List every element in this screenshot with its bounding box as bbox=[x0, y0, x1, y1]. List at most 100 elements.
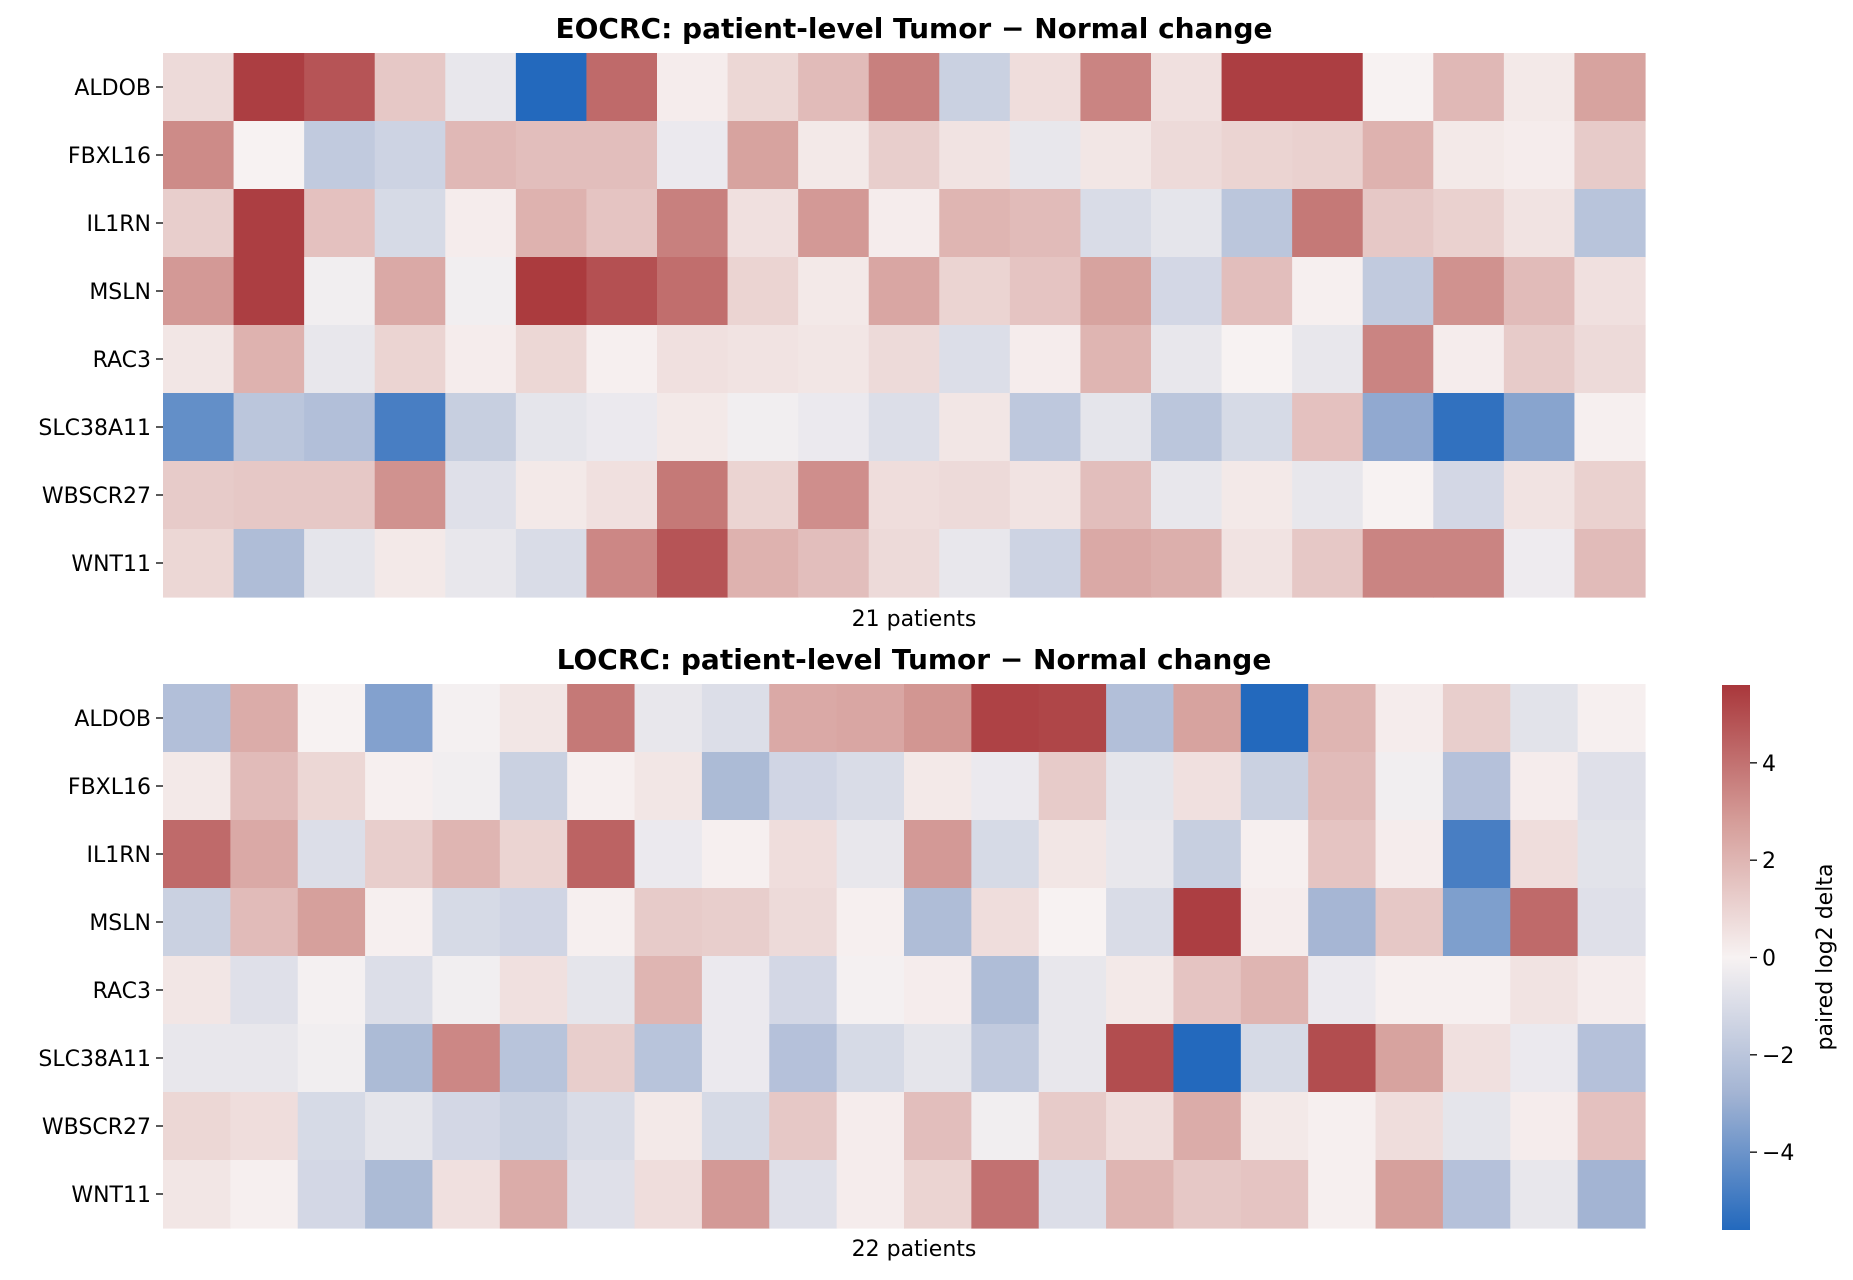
heatmap-cell bbox=[1292, 53, 1364, 122]
heatmap-cell bbox=[1240, 956, 1309, 1025]
heatmap-cell bbox=[634, 888, 703, 957]
heatmap-cell bbox=[1106, 752, 1175, 821]
heatmap-cell bbox=[499, 1160, 568, 1229]
heatmap-cell bbox=[1151, 461, 1223, 530]
colorbar-tick-label: 4 bbox=[1762, 752, 1776, 777]
heatmap-cell bbox=[634, 956, 703, 1025]
heatmap-cell bbox=[904, 820, 972, 889]
gene-label: FBXL16 bbox=[68, 775, 151, 800]
heatmap-cell bbox=[1308, 752, 1377, 821]
heatmap-cell bbox=[515, 529, 588, 598]
heatmap-cell bbox=[1173, 1160, 1242, 1229]
heatmap-cell bbox=[233, 189, 305, 258]
heatmap-cell bbox=[499, 1092, 568, 1161]
gene-label: WNT11 bbox=[71, 552, 151, 577]
heatmap-cell bbox=[1362, 189, 1434, 258]
heatmap-cell bbox=[1574, 257, 1646, 326]
gene-label: ALDOB bbox=[74, 76, 151, 101]
heatmap-cell bbox=[1503, 325, 1576, 394]
heatmap-cell bbox=[445, 393, 517, 462]
heatmap-cell bbox=[233, 121, 305, 190]
heatmap-cell bbox=[365, 1092, 434, 1161]
heatmap-cell bbox=[1308, 684, 1377, 753]
gene-label: ALDOB bbox=[74, 707, 151, 732]
heatmap-cell bbox=[1442, 1024, 1511, 1093]
heatmap-cell bbox=[1080, 189, 1152, 258]
heatmap-cell bbox=[701, 684, 770, 753]
heatmap-cell bbox=[432, 888, 501, 957]
heatmap-cell bbox=[1574, 393, 1646, 462]
heatmap-cell bbox=[1080, 257, 1152, 326]
heatmap-cell bbox=[163, 752, 231, 821]
heatmap-cell bbox=[836, 684, 905, 753]
heatmap-cell bbox=[727, 257, 799, 326]
heatmap-cell bbox=[971, 820, 1040, 889]
heatmap-cell bbox=[1308, 820, 1377, 889]
gene-label: SLC38A11 bbox=[38, 416, 151, 441]
heatmap-cell bbox=[297, 820, 366, 889]
heatmap-cell bbox=[1433, 461, 1505, 530]
eocrc-x-axis-label: 21 patients bbox=[852, 607, 977, 632]
heatmap-cell bbox=[904, 1160, 972, 1229]
heatmap-cell bbox=[904, 684, 972, 753]
heatmap-cell bbox=[904, 752, 972, 821]
heatmap-cell bbox=[304, 189, 376, 258]
heatmap-cell bbox=[304, 325, 376, 394]
heatmap-cell bbox=[727, 325, 799, 394]
heatmap-cell bbox=[1151, 529, 1223, 598]
heatmap-cell bbox=[1442, 684, 1511, 753]
heatmap-cell bbox=[971, 956, 1040, 1025]
heatmap-cell bbox=[567, 684, 636, 753]
gene-label: WNT11 bbox=[71, 1183, 151, 1208]
heatmap-cell bbox=[798, 325, 870, 394]
heatmap-cell bbox=[432, 1092, 501, 1161]
heatmap-cell bbox=[701, 1160, 770, 1229]
heatmap-cell bbox=[1038, 888, 1107, 957]
heatmap-cell bbox=[499, 1024, 568, 1093]
heatmap-cell bbox=[634, 752, 703, 821]
locrc-panel: LOCRC: patient-level Tumor − Normal chan… bbox=[38, 643, 1646, 1262]
gene-label: FBXL16 bbox=[68, 144, 151, 169]
heatmap-cell bbox=[163, 1024, 231, 1093]
heatmap-cell bbox=[1362, 393, 1434, 462]
heatmap-cell bbox=[1240, 752, 1309, 821]
heatmap-cell bbox=[1577, 684, 1646, 753]
heatmap-cell bbox=[701, 820, 770, 889]
colorbar-label: paired log2 delta bbox=[1813, 864, 1838, 1051]
heatmap-cell bbox=[499, 752, 568, 821]
heatmap-cell bbox=[939, 325, 1011, 394]
heatmap-cell bbox=[1362, 53, 1434, 122]
heatmap-cell bbox=[1173, 1024, 1242, 1093]
gene-label: IL1RN bbox=[87, 212, 152, 237]
heatmap-cell bbox=[868, 121, 940, 190]
heatmap-cell bbox=[701, 888, 770, 957]
heatmap-cell bbox=[432, 752, 501, 821]
heatmap-cell bbox=[836, 1092, 905, 1161]
locrc-heatmap-cells bbox=[163, 684, 1646, 1229]
heatmap-cell bbox=[1574, 529, 1646, 598]
heatmap-cell bbox=[798, 393, 870, 462]
heatmap-cell bbox=[1503, 53, 1576, 122]
heatmap-cell bbox=[374, 121, 446, 190]
heatmap-cell bbox=[163, 1160, 231, 1229]
heatmap-cell bbox=[163, 189, 235, 258]
heatmap-cell bbox=[567, 1092, 636, 1161]
heatmap-cell bbox=[1240, 1092, 1309, 1161]
heatmap-cell bbox=[1106, 888, 1175, 957]
heatmap-cell bbox=[939, 121, 1011, 190]
heatmap-cell bbox=[634, 684, 703, 753]
heatmap-cell bbox=[798, 257, 870, 326]
heatmap-cell bbox=[634, 1024, 703, 1093]
heatmap-cell bbox=[1577, 1160, 1646, 1229]
heatmap-cell bbox=[1151, 325, 1223, 394]
heatmap-cell bbox=[374, 393, 446, 462]
heatmap-cell bbox=[1510, 1092, 1579, 1161]
heatmap-cell bbox=[515, 257, 588, 326]
heatmap-cell bbox=[515, 393, 588, 462]
heatmap-cell bbox=[365, 752, 434, 821]
heatmap-cell bbox=[432, 1024, 501, 1093]
heatmap-cell bbox=[374, 529, 446, 598]
heatmap-cell bbox=[1240, 888, 1309, 957]
heatmap-cell bbox=[836, 1160, 905, 1229]
heatmap-cell bbox=[163, 325, 235, 394]
